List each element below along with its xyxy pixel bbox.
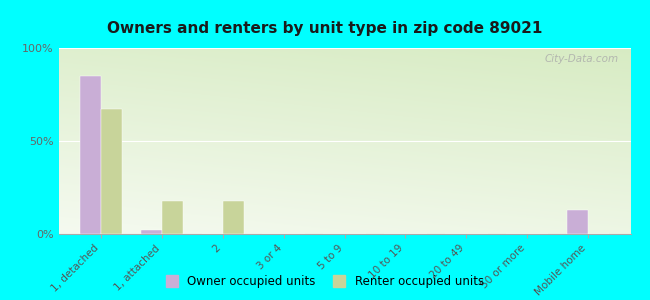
Text: City-Data.com: City-Data.com: [545, 54, 619, 64]
Legend: Owner occupied units, Renter occupied units: Owner occupied units, Renter occupied un…: [162, 271, 488, 291]
Bar: [140, 230, 162, 234]
Bar: [101, 110, 122, 234]
Text: Owners and renters by unit type in zip code 89021: Owners and renters by unit type in zip c…: [107, 21, 543, 36]
Bar: [162, 200, 183, 234]
Bar: [223, 200, 244, 234]
Bar: [80, 76, 101, 234]
Bar: [567, 210, 588, 234]
